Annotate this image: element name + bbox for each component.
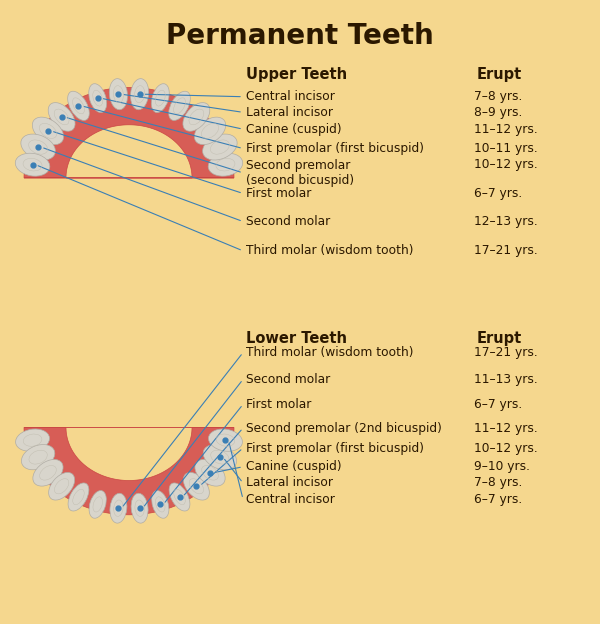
Ellipse shape	[208, 429, 242, 451]
Text: Canine (cuspid): Canine (cuspid)	[246, 123, 341, 135]
Ellipse shape	[89, 490, 106, 519]
Text: 11–13 yrs.: 11–13 yrs.	[474, 373, 538, 386]
Polygon shape	[24, 427, 234, 515]
Ellipse shape	[109, 79, 127, 110]
Ellipse shape	[208, 154, 243, 176]
Ellipse shape	[131, 494, 148, 523]
Ellipse shape	[169, 91, 190, 120]
Text: 10–11 yrs.: 10–11 yrs.	[474, 142, 538, 155]
Ellipse shape	[33, 459, 63, 486]
Ellipse shape	[183, 102, 210, 131]
Text: Erupt: Erupt	[477, 331, 522, 346]
Text: 6–7 yrs.: 6–7 yrs.	[474, 493, 522, 505]
Polygon shape	[24, 87, 234, 178]
Text: 7–8 yrs.: 7–8 yrs.	[474, 90, 523, 103]
Text: 17–21 yrs.: 17–21 yrs.	[474, 245, 538, 257]
Ellipse shape	[203, 444, 236, 470]
Ellipse shape	[16, 429, 50, 451]
Text: Permanent Teeth: Permanent Teeth	[166, 22, 434, 50]
Text: 9–10 yrs.: 9–10 yrs.	[474, 461, 530, 473]
Text: Second molar: Second molar	[246, 215, 330, 228]
Ellipse shape	[184, 472, 209, 500]
Ellipse shape	[131, 79, 149, 110]
Text: Second molar: Second molar	[246, 373, 330, 386]
Ellipse shape	[21, 134, 55, 160]
Text: Erupt: Erupt	[477, 67, 522, 82]
Text: Lower Teeth: Lower Teeth	[246, 331, 347, 346]
Text: First premolar (first bicuspid): First premolar (first bicuspid)	[246, 142, 424, 155]
Text: 10–12 yrs.: 10–12 yrs.	[474, 442, 538, 454]
Ellipse shape	[194, 117, 226, 145]
Text: 6–7 yrs.: 6–7 yrs.	[474, 187, 522, 200]
Text: 10–12 yrs.: 10–12 yrs.	[474, 158, 538, 171]
Ellipse shape	[151, 84, 169, 112]
Text: 12–13 yrs.: 12–13 yrs.	[474, 215, 538, 228]
Text: 7–8 yrs.: 7–8 yrs.	[474, 477, 523, 489]
Ellipse shape	[152, 490, 169, 519]
Text: Second premolar (2nd bicuspid): Second premolar (2nd bicuspid)	[246, 422, 442, 434]
Text: Central incisor: Central incisor	[246, 90, 335, 103]
Text: Lateral incisor: Lateral incisor	[246, 106, 333, 119]
Text: 11–12 yrs.: 11–12 yrs.	[474, 422, 538, 434]
Ellipse shape	[195, 459, 225, 486]
Text: First molar: First molar	[246, 398, 311, 411]
Text: 6–7 yrs.: 6–7 yrs.	[474, 398, 522, 411]
Text: Second premolar
(second bicuspid): Second premolar (second bicuspid)	[246, 159, 354, 187]
Text: Lateral incisor: Lateral incisor	[246, 477, 333, 489]
Ellipse shape	[68, 483, 89, 511]
Ellipse shape	[169, 483, 190, 511]
Ellipse shape	[89, 84, 107, 112]
Text: Third molar (wisdom tooth): Third molar (wisdom tooth)	[246, 346, 413, 359]
Ellipse shape	[110, 494, 127, 523]
Ellipse shape	[203, 134, 237, 160]
Ellipse shape	[32, 117, 64, 145]
Ellipse shape	[48, 102, 75, 131]
Text: Central incisor: Central incisor	[246, 493, 335, 505]
Text: Canine (cuspid): Canine (cuspid)	[246, 461, 341, 473]
Ellipse shape	[15, 154, 50, 176]
Text: First premolar (first bicuspid): First premolar (first bicuspid)	[246, 442, 424, 454]
Text: 11–12 yrs.: 11–12 yrs.	[474, 123, 538, 135]
Text: Third molar (wisdom tooth): Third molar (wisdom tooth)	[246, 245, 413, 257]
Text: First molar: First molar	[246, 187, 311, 200]
Ellipse shape	[68, 91, 89, 120]
Ellipse shape	[49, 472, 74, 500]
Text: 17–21 yrs.: 17–21 yrs.	[474, 346, 538, 359]
Text: 8–9 yrs.: 8–9 yrs.	[474, 106, 523, 119]
Text: Upper Teeth: Upper Teeth	[246, 67, 347, 82]
Ellipse shape	[22, 444, 55, 470]
